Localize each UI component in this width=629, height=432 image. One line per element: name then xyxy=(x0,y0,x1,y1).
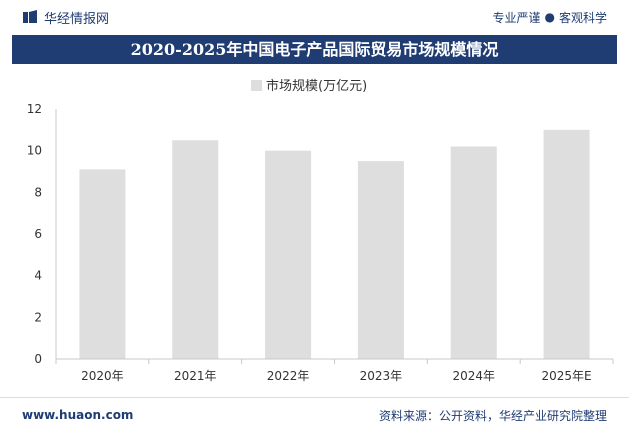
bar-3 xyxy=(357,161,404,359)
footer-url[interactable]: www.huaon.com xyxy=(22,408,134,422)
y-tick-label: 6 xyxy=(34,227,42,241)
footer-source: 资料来源：公开资料，华经产业研究院整理 xyxy=(378,408,607,423)
x-tick-label: 2021年 xyxy=(174,369,217,383)
bar-1 xyxy=(172,140,219,359)
tagline-right: 客观科学 xyxy=(558,10,607,25)
y-tick-label: 0 xyxy=(34,352,42,366)
x-tick-label: 2025年E xyxy=(542,369,592,383)
brand[interactable]: 华经情报网 xyxy=(22,8,109,27)
x-tick-label: 2024年 xyxy=(452,369,495,383)
chart-area: 市场规模(万亿元) 0 2 4 6 8 10 12 2020年 2021年 2022年 2023年 20… xyxy=(0,64,629,394)
tagline-left: 专业严谨 xyxy=(492,10,541,25)
bar-0 xyxy=(79,169,126,359)
tagline-separator: ● xyxy=(544,10,555,24)
y-tick-label: 2 xyxy=(34,310,42,324)
top-bar: 华经情报网 专业严谨 ● 客观科学 xyxy=(0,0,629,34)
y-tick-label: 8 xyxy=(34,185,42,199)
x-tick-label: 2022年 xyxy=(267,369,310,383)
bar-4 xyxy=(450,146,497,359)
y-tick-label: 4 xyxy=(34,269,42,283)
bar-2 xyxy=(265,150,312,359)
legend-label: 市场规模(万亿元) xyxy=(266,78,367,94)
bar-chart: 市场规模(万亿元) 0 2 4 6 8 10 12 2020年 2021年 2022年 2023年 20… xyxy=(27,78,614,383)
footer: www.huaon.com 资料来源：公开资料，华经产业研究院整理 xyxy=(0,397,629,432)
x-tick-label: 2020年 xyxy=(81,369,124,383)
y-tick-label: 12 xyxy=(27,102,42,116)
legend-swatch xyxy=(251,80,262,91)
y-tick-label: 10 xyxy=(27,144,42,158)
brand-name: 华经情报网 xyxy=(44,11,110,27)
brand-logo-icon xyxy=(23,10,37,23)
x-tick-label: 2023年 xyxy=(360,369,403,383)
chart-title: 2020-2025年中国电子产品国际贸易市场规模情况 xyxy=(12,35,617,64)
tagline: 专业严谨 ● 客观科学 xyxy=(492,9,607,26)
bar-5 xyxy=(543,129,590,359)
